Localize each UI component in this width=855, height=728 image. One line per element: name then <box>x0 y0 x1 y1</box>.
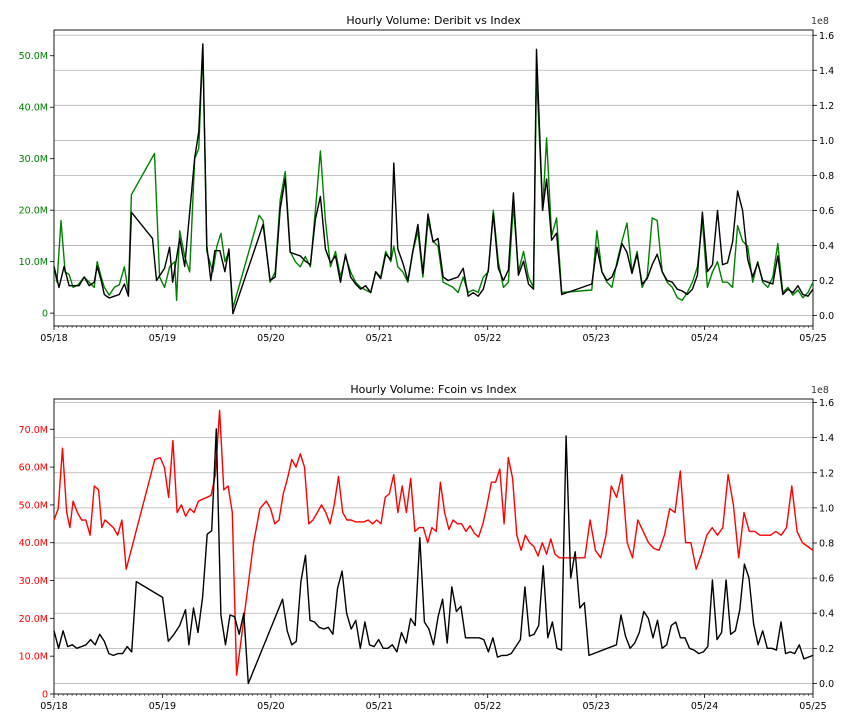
x-axis-tick-label: 05/24 <box>691 333 718 344</box>
x-axis-tick-label: 05/20 <box>257 333 284 344</box>
right-axis-tick-label: 1.4 <box>819 66 834 77</box>
left-axis-tick-label: 70.0M <box>19 425 48 436</box>
left-axis-tick-label: 40.0M <box>19 538 48 549</box>
x-axis-tick-label: 05/22 <box>474 701 501 712</box>
series-line-right <box>53 428 814 685</box>
right-axis-tick-label: 0.6 <box>819 206 834 217</box>
right-axis-offset-label: 1e8 <box>811 16 829 27</box>
right-axis-tick-label: 0.2 <box>819 276 834 287</box>
right-axis-tick-label: 0.6 <box>819 574 834 585</box>
left-axis-tick-label: 0 <box>42 309 48 320</box>
right-axis-tick-label: 0.4 <box>819 241 834 252</box>
series-line-left <box>53 44 814 309</box>
right-axis-tick-label: 0.0 <box>819 311 834 322</box>
right-axis-tick-label: 0.8 <box>819 538 834 549</box>
left-axis-tick-label: 30.0M <box>19 154 48 165</box>
left-axis-tick-label: 20.0M <box>19 614 48 625</box>
left-axis-tick-label: 50.0M <box>19 51 48 62</box>
left-axis-tick-label: 50.0M <box>19 500 48 511</box>
left-axis-tick-label: 10.0M <box>19 257 48 268</box>
right-axis-tick-label: 0.8 <box>819 171 834 182</box>
x-axis-tick-label: 05/25 <box>799 333 826 344</box>
x-axis-tick-label: 05/21 <box>366 701 393 712</box>
x-axis-tick-label: 05/19 <box>149 333 176 344</box>
x-axis-tick-label: 05/19 <box>149 701 176 712</box>
x-axis-tick-label: 05/20 <box>257 701 284 712</box>
series-line-right <box>53 43 814 315</box>
chart-title: Hourly Volume: Fcoin vs Index <box>350 383 517 396</box>
x-axis-tick-label: 05/23 <box>582 333 609 344</box>
x-axis-tick-label: 05/22 <box>474 333 501 344</box>
right-axis-tick-label: 1.0 <box>819 503 834 514</box>
x-axis-tick-label: 05/23 <box>582 701 609 712</box>
right-axis-tick-label: 1.6 <box>819 398 834 409</box>
plot-frame <box>53 398 814 695</box>
fcoin-vs-index-chart: Hourly Volume: Fcoin vs Index 1e8 0 10.0M… <box>19 383 834 712</box>
left-axis-tick-label: 40.0M <box>19 103 48 114</box>
x-axis-tick-label: 05/18 <box>40 333 67 344</box>
x-axis-tick-label: 05/24 <box>691 701 718 712</box>
right-axis-tick-label: 0.2 <box>819 644 834 655</box>
right-axis-tick-label: 1.4 <box>819 433 834 444</box>
left-axis-tick-label: 20.0M <box>19 206 48 217</box>
deribit-vs-index-chart: Hourly Volume: Deribit vs Index 1e8 0 10.… <box>19 14 834 344</box>
right-axis-tick-label: 1.2 <box>819 101 834 112</box>
right-axis-tick-label: 0.0 <box>819 679 834 690</box>
x-axis-tick-label: 05/18 <box>40 701 67 712</box>
chart-title: Hourly Volume: Deribit vs Index <box>346 14 521 27</box>
right-axis-tick-label: 0.4 <box>819 609 834 620</box>
left-axis-tick-label: 0 <box>42 690 48 701</box>
x-axis-tick-label: 05/21 <box>366 333 393 344</box>
left-axis-tick-label: 60.0M <box>19 463 48 474</box>
left-axis-tick-label: 30.0M <box>19 576 48 587</box>
x-axis-tick-label: 05/25 <box>799 701 826 712</box>
right-axis-offset-label: 1e8 <box>811 385 829 396</box>
series-line-left <box>53 409 814 676</box>
right-axis-tick-label: 1.2 <box>819 468 834 479</box>
right-axis-tick-label: 1.6 <box>819 31 834 42</box>
right-axis-tick-label: 1.0 <box>819 136 834 147</box>
plot-frame <box>53 29 814 327</box>
left-axis-tick-label: 10.0M <box>19 652 48 663</box>
